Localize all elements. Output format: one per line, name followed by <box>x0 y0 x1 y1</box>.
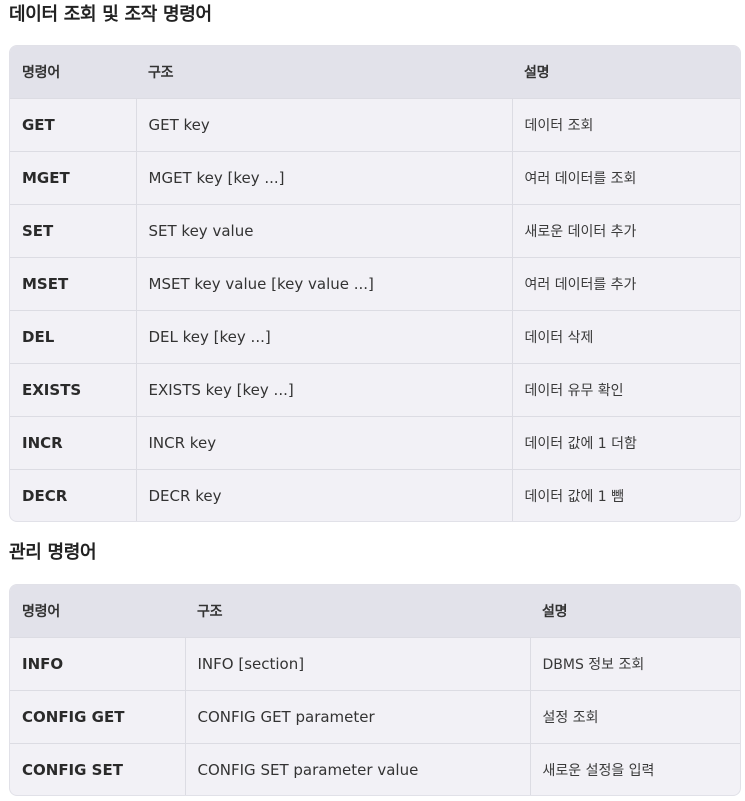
command-cell: DECR <box>10 469 136 521</box>
column-header-structure: 구조 <box>185 585 530 638</box>
command-cell: CONFIG GET <box>10 690 185 744</box>
column-header-structure: 구조 <box>136 46 512 99</box>
command-cell: CONFIG SET <box>10 743 185 795</box>
table-row: EXISTS EXISTS key [key ...] 데이터 유무 확인 <box>10 363 740 417</box>
description-cell: 데이터 값에 1 더함 <box>511 416 740 470</box>
table-row: MSET MSET key value [key value ...] 여러 데… <box>10 257 740 311</box>
description-cell: 새로운 데이터 추가 <box>511 204 740 258</box>
table-row: SET SET key value 새로운 데이터 추가 <box>10 204 740 258</box>
command-cell: MSET <box>10 257 136 311</box>
data-commands-table: 명령어 구조 설명 GET GET key 데이터 조회 MGET MGET k… <box>9 45 741 522</box>
structure-cell: EXISTS key [key ...] <box>135 363 512 417</box>
section-title-admin-commands: 관리 명령어 <box>9 542 97 563</box>
description-cell: 데이터 조회 <box>511 98 740 152</box>
description-cell: 여러 데이터를 추가 <box>511 257 740 311</box>
description-cell: 데이터 유무 확인 <box>511 363 740 417</box>
table-row: CONFIG SET CONFIG SET parameter value 새로… <box>10 743 740 795</box>
structure-cell: MSET key value [key value ...] <box>135 257 512 311</box>
column-header-description: 설명 <box>530 585 740 638</box>
table-row: GET GET key 데이터 조회 <box>10 98 740 152</box>
table-row: INCR INCR key 데이터 값에 1 더함 <box>10 416 740 470</box>
structure-cell: SET key value <box>135 204 512 258</box>
section-title-data-commands: 데이터 조회 및 조작 명령어 <box>9 4 212 25</box>
description-cell: 데이터 삭제 <box>511 310 740 364</box>
description-cell: 데이터 값에 1 뺌 <box>511 469 740 521</box>
command-cell: DEL <box>10 310 136 364</box>
table-header-row: 명령어 구조 설명 <box>10 46 740 99</box>
structure-cell: CONFIG GET parameter <box>184 690 530 744</box>
table-row: DECR DECR key 데이터 값에 1 뺌 <box>10 469 740 521</box>
table-row: INFO INFO [section] DBMS 정보 조회 <box>10 637 740 691</box>
admin-commands-table: 명령어 구조 설명 INFO INFO [section] DBMS 정보 조회… <box>9 584 741 796</box>
structure-cell: INCR key <box>135 416 512 470</box>
table-header-row: 명령어 구조 설명 <box>10 585 740 638</box>
command-cell: MGET <box>10 151 136 205</box>
structure-cell: GET key <box>135 98 512 152</box>
description-cell: 새로운 설정을 입력 <box>529 743 740 795</box>
table-row: DEL DEL key [key ...] 데이터 삭제 <box>10 310 740 364</box>
description-cell: DBMS 정보 조회 <box>529 637 740 691</box>
structure-cell: INFO [section] <box>184 637 530 691</box>
table-row: MGET MGET key [key ...] 여러 데이터를 조회 <box>10 151 740 205</box>
command-cell: SET <box>10 204 136 258</box>
column-header-description: 설명 <box>512 46 740 99</box>
description-cell: 설정 조회 <box>529 690 740 744</box>
command-cell: GET <box>10 98 136 152</box>
command-cell: INCR <box>10 416 136 470</box>
column-header-command: 명령어 <box>10 46 136 99</box>
structure-cell: DECR key <box>135 469 512 521</box>
structure-cell: MGET key [key ...] <box>135 151 512 205</box>
table-row: CONFIG GET CONFIG GET parameter 설정 조회 <box>10 690 740 744</box>
column-header-command: 명령어 <box>10 585 185 638</box>
structure-cell: CONFIG SET parameter value <box>184 743 530 795</box>
command-cell: EXISTS <box>10 363 136 417</box>
command-cell: INFO <box>10 637 185 691</box>
description-cell: 여러 데이터를 조회 <box>511 151 740 205</box>
structure-cell: DEL key [key ...] <box>135 310 512 364</box>
